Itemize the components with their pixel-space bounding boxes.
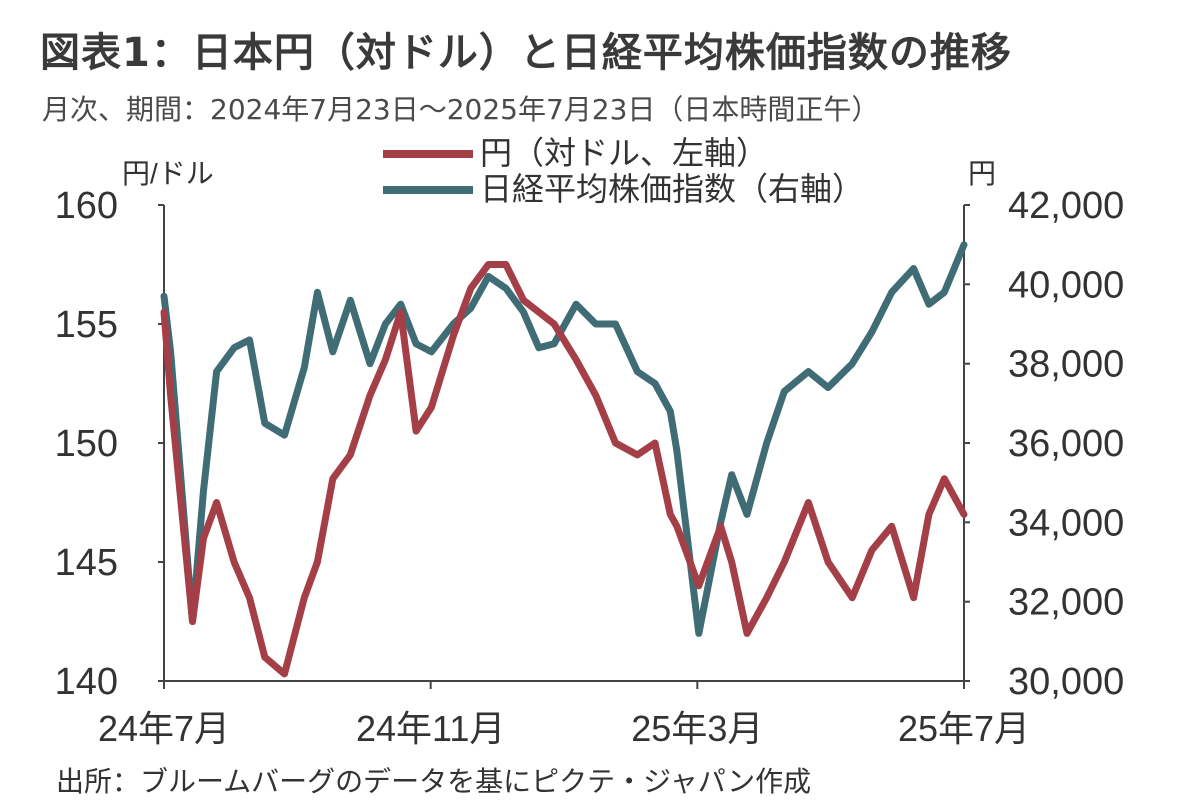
source-note: 出所：ブルームバーグのデータを基にピクテ・ジャパン作成 <box>56 765 812 798</box>
left-tick-label: 160 <box>55 185 118 227</box>
chart-title: 図表1：日本円（対ドル）と日経平均株価指数の推移 <box>40 30 1012 76</box>
x-tick-label: 24年7月 <box>98 708 230 749</box>
series-line-yen <box>160 261 968 678</box>
right-tick-label: 32,000 <box>1008 582 1124 624</box>
x-tick-label: 25年3月 <box>631 708 763 749</box>
left-tick-label: 155 <box>55 304 118 346</box>
legend: 円（対ドル、左軸） 日経平均株価指数（右軸） <box>383 135 864 207</box>
right-tick-label: 36,000 <box>1008 423 1124 465</box>
legend-label-yen: 円（対ドル、左軸） <box>480 135 768 171</box>
left-tick-label: 150 <box>55 423 118 465</box>
left-tick-label: 140 <box>55 661 118 703</box>
left-axis-label: 円/ドル <box>122 158 214 189</box>
x-tick-label: 24年11月 <box>356 708 505 749</box>
right-tick-label: 40,000 <box>1008 264 1124 306</box>
right-axis-label: 円 <box>968 158 996 189</box>
right-tick-label: 38,000 <box>1008 344 1124 386</box>
right-tick-label: 34,000 <box>1008 502 1124 544</box>
series-line-nikkei <box>160 241 968 637</box>
right-tick-label: 30,000 <box>1008 661 1124 703</box>
chart-subtitle: 月次、期間：2024年7月23日～2025年7月23日（日本時間正午） <box>42 93 880 126</box>
x-tick-label: 25年7月 <box>898 708 1030 749</box>
right-tick-label: 42,000 <box>1008 185 1124 227</box>
legend-label-nikkei: 日経平均株価指数（右軸） <box>480 171 864 207</box>
left-tick-label: 145 <box>55 542 118 584</box>
